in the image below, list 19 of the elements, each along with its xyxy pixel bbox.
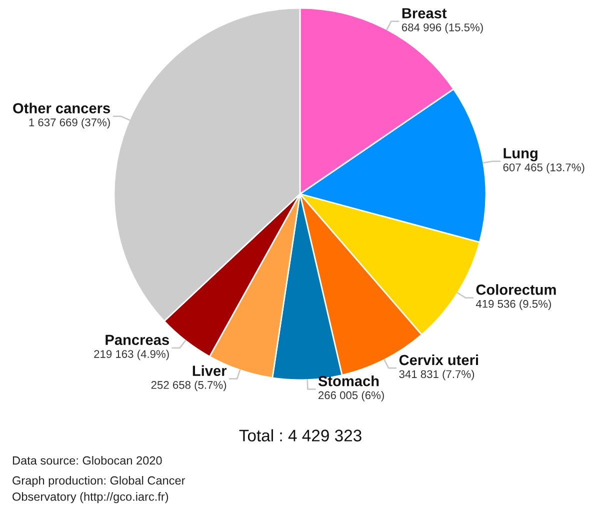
text: Total : 4 429 323 bbox=[239, 429, 362, 442]
data-label: 1 637 669 (37%) bbox=[29, 118, 110, 128]
slice-label: Stomach bbox=[318, 376, 379, 386]
slice-label: Lung bbox=[504, 148, 538, 162]
slice-label: Breast bbox=[402, 8, 447, 18]
data-label: 252 658 (5.7%) bbox=[151, 380, 226, 392]
slice-label: Liver bbox=[192, 365, 227, 376]
data-label: 684 996 (15.5%) bbox=[402, 23, 483, 34]
data-label: 419 536 (9.5%) bbox=[476, 300, 551, 310]
data-label: 266 005 (6%) bbox=[318, 391, 384, 402]
slice-label: Other cancers bbox=[13, 102, 110, 114]
slice-label: Cervix uteri bbox=[399, 354, 478, 366]
text: Graph production: Global Cancer Observatory (http://gco.iarc.fr) bbox=[12, 476, 186, 504]
slice-label: Colorectum bbox=[476, 284, 556, 295]
data-label: 219 163 (4.9%) bbox=[94, 350, 169, 360]
data-label: 341 831 (7.7%) bbox=[399, 370, 474, 380]
slice-label: Pancreas bbox=[106, 334, 169, 346]
data-label: 607 465 (13.7%) bbox=[503, 163, 584, 174]
source-note: Data source: Globocan 2020 bbox=[12, 456, 162, 465]
